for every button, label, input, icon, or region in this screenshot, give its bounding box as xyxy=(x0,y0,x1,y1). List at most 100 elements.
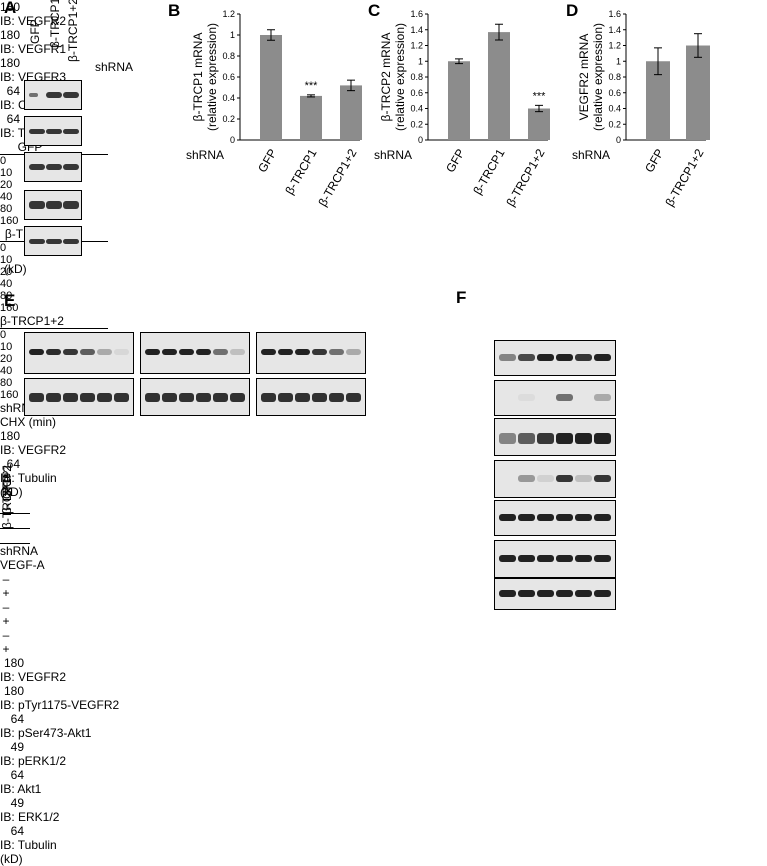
panel-e-ib-label: IB: VEGFR2 xyxy=(0,443,67,457)
blot-band xyxy=(575,555,592,562)
panel-e-time-label: 20 xyxy=(0,179,13,191)
panel-f-ib-label: IB: ERK1/2 xyxy=(0,810,60,824)
blot-band xyxy=(518,394,535,401)
blot-band xyxy=(261,393,276,402)
panel-f-mw-label: 64 xyxy=(10,712,24,726)
chart-B: B 0 0.2 0.4 0.6 0.8 1 1.2 β-TRCP1 mRNA (relative … xyxy=(168,1,362,209)
bar xyxy=(488,32,510,140)
chart-D: D 0 0.2 0.4 0.6 0.8 1 1.2 1.4 1.6 VEGFR2 mRNA (rela… xyxy=(566,1,710,209)
y-axis-label: (relative expression) xyxy=(393,23,407,131)
blot-band xyxy=(295,349,310,355)
panel-e-chx-label: CHX (min) xyxy=(0,415,56,429)
y-axis-label: (relative expression) xyxy=(591,23,605,131)
panel-f-mw-label: 64 xyxy=(10,768,24,782)
blot-band xyxy=(29,128,45,134)
blot-band xyxy=(162,393,177,402)
panel-f-ib-label: IB: pSer473-Akt1 xyxy=(0,726,92,740)
panel-e-time-label: 80 xyxy=(0,203,13,215)
y-tick-label: 1.6 xyxy=(410,9,423,19)
panel-f-ib-label: IB: pTyr1175-VEGFR2 xyxy=(0,698,120,712)
y-tick-label: 0.4 xyxy=(608,104,621,114)
panel-a-letter: A xyxy=(4,0,17,17)
blot-band xyxy=(594,433,611,444)
blot-band xyxy=(179,349,194,355)
panel-a-mw-label: 180 xyxy=(0,0,21,14)
blot-band xyxy=(594,514,611,521)
blot-band xyxy=(594,394,611,401)
panel-a-mw-label: 64 xyxy=(6,84,20,98)
blot-band xyxy=(114,393,129,402)
panel-e-time-label: 40 xyxy=(0,278,13,290)
panel-a-blot xyxy=(24,80,82,110)
y-tick-label: 0.8 xyxy=(410,72,423,82)
blot-band xyxy=(518,590,535,597)
blot-band xyxy=(46,393,61,402)
blot-band xyxy=(80,349,95,355)
y-tick-label: 1.2 xyxy=(608,41,621,51)
blot-band xyxy=(46,238,62,244)
panel-e-blot xyxy=(140,332,250,374)
panel-e-blot xyxy=(256,332,366,374)
blot-band xyxy=(575,433,592,444)
x-tick-label: GFP xyxy=(255,147,279,175)
blot-band xyxy=(278,349,293,355)
panel-f-blot xyxy=(494,540,616,578)
blot-band xyxy=(179,393,194,402)
y-tick-label: 1 xyxy=(616,56,621,66)
blot-band xyxy=(556,394,573,401)
panel-e-time-label: 10 xyxy=(0,167,13,179)
blot-band xyxy=(162,349,177,355)
panel-f-blot xyxy=(494,418,616,456)
bar xyxy=(300,95,322,140)
panel-f-blot xyxy=(494,578,616,610)
y-tick-label: 0.6 xyxy=(410,88,423,98)
bar xyxy=(686,45,710,140)
blot-band xyxy=(46,128,62,134)
bar xyxy=(528,108,550,140)
y-tick-label: 0.4 xyxy=(222,93,235,103)
blot-band xyxy=(537,354,554,361)
blot-band xyxy=(518,354,535,361)
blot-band xyxy=(537,514,554,521)
blot-band xyxy=(594,590,611,597)
panel-e-mw-label: 64 xyxy=(6,457,20,471)
blot-band xyxy=(46,201,62,209)
panel-e-letter: E xyxy=(4,291,16,310)
bar xyxy=(260,35,282,140)
y-tick-label: 1 xyxy=(418,56,423,66)
blot-band xyxy=(312,393,327,402)
panel-f-blot xyxy=(494,380,616,416)
panel-e-time-label: 0 xyxy=(0,329,7,341)
panel-e-time-label: 10 xyxy=(0,341,13,353)
panel-f-ib-label: IB: Tubulin xyxy=(0,838,57,852)
panel-e-group-line xyxy=(0,328,108,329)
panel-f-vegfa-sign: + xyxy=(2,614,10,628)
panel-a-blot xyxy=(24,116,82,146)
blot-band xyxy=(63,393,78,402)
bar xyxy=(340,85,362,140)
panel-e-time-label: 160 xyxy=(0,389,19,401)
panel-a-kd-label: (kD) xyxy=(4,262,27,276)
y-axis-label: β-TRCP1 mRNA xyxy=(191,33,205,122)
panel-a-mw-label: 180 xyxy=(0,28,21,42)
chart-panel-letter: C xyxy=(368,1,380,20)
y-axis-label: β-TRCP2 mRNA xyxy=(379,33,393,122)
y-tick-label: 0 xyxy=(418,135,423,145)
blot-band xyxy=(29,93,38,97)
blot-band xyxy=(575,475,592,482)
blot-band xyxy=(537,433,554,444)
blot-band xyxy=(278,393,293,402)
blot-band xyxy=(594,555,611,562)
panel-f-group-line xyxy=(0,528,30,529)
blot-band xyxy=(213,349,228,355)
y-tick-label: 0 xyxy=(230,135,235,145)
y-tick-label: 0.8 xyxy=(222,51,235,61)
blot-band xyxy=(518,475,535,482)
blot-band xyxy=(556,590,573,597)
y-tick-label: 0.2 xyxy=(608,119,621,129)
blot-band xyxy=(575,590,592,597)
panel-f-blot xyxy=(494,500,616,536)
panel-e-time-label: 80 xyxy=(0,290,13,302)
panel-f-vegfa-sign: – xyxy=(2,572,10,586)
x-axis-label: shRNA xyxy=(186,148,224,162)
